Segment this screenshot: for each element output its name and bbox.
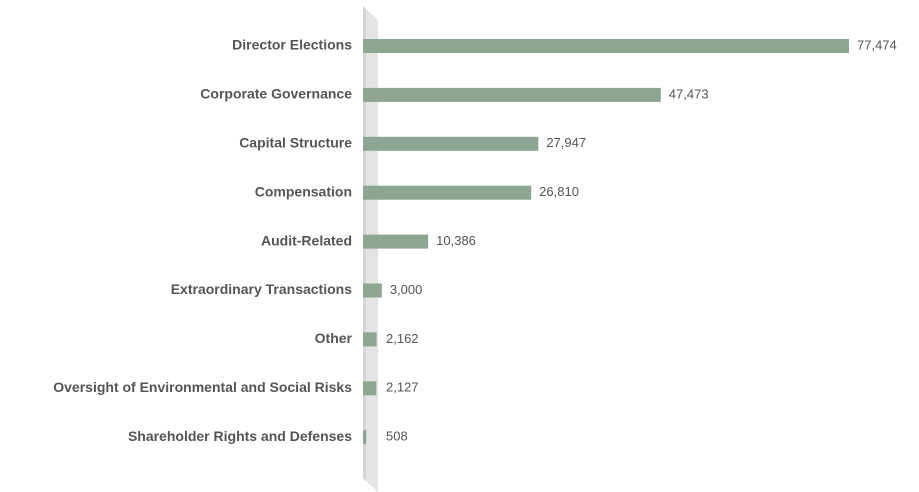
category-label: Director Elections [232,37,352,53]
value-label: 2,127 [386,380,419,395]
value-label: 47,473 [669,86,709,101]
category-label: Extraordinary Transactions [171,281,353,297]
value-label: 508 [386,429,408,444]
value-label: 77,474 [857,37,897,52]
bar [363,136,539,151]
category-label: Oversight of Environmental and Social Ri… [53,379,352,395]
category-label: Shareholder Rights and Defenses [128,428,352,444]
category-label: Compensation [255,183,352,199]
bar [363,185,532,200]
axis-wall [363,6,378,492]
category-label: Corporate Governance [200,86,352,102]
category-label: Audit-Related [261,232,352,248]
bar [363,332,377,347]
bar [363,234,429,249]
bar [363,87,661,102]
value-label: 3,000 [390,282,423,297]
bar [363,381,377,396]
value-label: 27,947 [546,135,586,150]
category-label: Capital Structure [239,135,352,151]
value-label: 26,810 [539,184,579,199]
value-label: 2,162 [386,331,419,346]
bar [363,283,382,298]
value-label: 10,386 [436,233,476,248]
bar [363,39,849,53]
category-label: Other [315,330,353,346]
bar [363,430,367,445]
